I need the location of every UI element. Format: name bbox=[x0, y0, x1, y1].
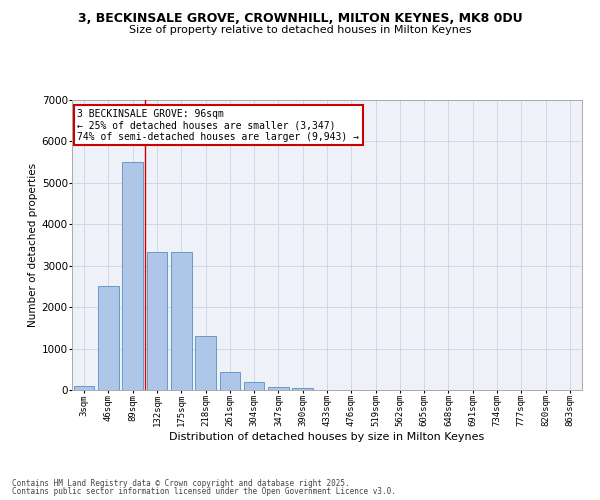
Text: 3 BECKINSALE GROVE: 96sqm
← 25% of detached houses are smaller (3,347)
74% of se: 3 BECKINSALE GROVE: 96sqm ← 25% of detac… bbox=[77, 108, 359, 142]
Bar bbox=[171, 252, 191, 390]
X-axis label: Distribution of detached houses by size in Milton Keynes: Distribution of detached houses by size … bbox=[169, 432, 485, 442]
Y-axis label: Number of detached properties: Number of detached properties bbox=[28, 163, 38, 327]
Text: Contains public sector information licensed under the Open Government Licence v3: Contains public sector information licen… bbox=[12, 488, 396, 496]
Bar bbox=[244, 382, 265, 390]
Bar bbox=[146, 252, 167, 390]
Text: Size of property relative to detached houses in Milton Keynes: Size of property relative to detached ho… bbox=[129, 25, 471, 35]
Bar bbox=[220, 372, 240, 390]
Bar bbox=[122, 162, 143, 390]
Text: Contains HM Land Registry data © Crown copyright and database right 2025.: Contains HM Land Registry data © Crown c… bbox=[12, 478, 350, 488]
Text: 3, BECKINSALE GROVE, CROWNHILL, MILTON KEYNES, MK8 0DU: 3, BECKINSALE GROVE, CROWNHILL, MILTON K… bbox=[77, 12, 523, 26]
Bar bbox=[98, 286, 119, 390]
Bar bbox=[268, 387, 289, 390]
Bar bbox=[292, 388, 313, 390]
Bar bbox=[195, 336, 216, 390]
Bar bbox=[74, 386, 94, 390]
